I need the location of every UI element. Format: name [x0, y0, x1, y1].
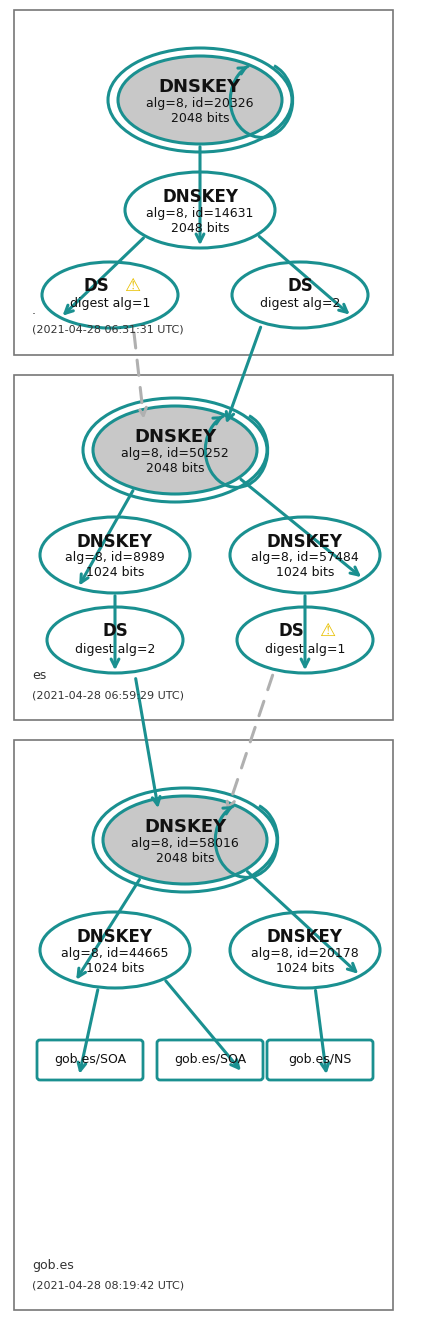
Text: 1024 bits: 1024 bits — [86, 566, 144, 579]
Text: 2048 bits: 2048 bits — [171, 111, 229, 124]
Text: alg=8, id=58016: alg=8, id=58016 — [131, 837, 239, 850]
Text: gob.es/SOA: gob.es/SOA — [54, 1053, 126, 1067]
Text: digest alg=1: digest alg=1 — [70, 297, 150, 310]
Text: 1024 bits: 1024 bits — [86, 961, 144, 974]
Text: DS: DS — [278, 622, 304, 640]
Text: DNSKEY: DNSKEY — [267, 533, 343, 550]
Text: ⚠: ⚠ — [319, 622, 335, 640]
FancyBboxPatch shape — [267, 1040, 373, 1080]
Text: DNSKEY: DNSKEY — [162, 187, 238, 206]
Text: 1024 bits: 1024 bits — [276, 566, 334, 579]
Text: DS: DS — [102, 622, 128, 640]
Text: 2048 bits: 2048 bits — [171, 222, 229, 235]
Ellipse shape — [40, 517, 190, 593]
Ellipse shape — [232, 261, 368, 327]
Text: DNSKEY: DNSKEY — [77, 928, 153, 946]
Ellipse shape — [230, 517, 380, 593]
Text: 2048 bits: 2048 bits — [146, 462, 204, 474]
Text: alg=8, id=20326: alg=8, id=20326 — [146, 96, 254, 110]
Ellipse shape — [230, 912, 380, 987]
Text: DNSKEY: DNSKEY — [144, 818, 226, 836]
Text: (2021-04-28 06:31:31 UTC): (2021-04-28 06:31:31 UTC) — [32, 325, 184, 335]
Ellipse shape — [40, 912, 190, 987]
Ellipse shape — [125, 172, 275, 248]
Ellipse shape — [47, 607, 183, 673]
Text: alg=8, id=8989: alg=8, id=8989 — [65, 552, 165, 565]
Text: gob.es: gob.es — [32, 1259, 74, 1272]
Text: alg=8, id=20178: alg=8, id=20178 — [251, 946, 359, 960]
Text: alg=8, id=14631: alg=8, id=14631 — [147, 206, 254, 219]
Text: alg=8, id=50252: alg=8, id=50252 — [121, 446, 229, 459]
Text: alg=8, id=57484: alg=8, id=57484 — [251, 552, 359, 565]
Text: es: es — [32, 669, 46, 682]
Text: gob.es/SOA: gob.es/SOA — [174, 1053, 246, 1067]
FancyBboxPatch shape — [157, 1040, 263, 1080]
Text: alg=8, id=44665: alg=8, id=44665 — [61, 946, 169, 960]
Text: 2048 bits: 2048 bits — [156, 851, 214, 865]
Text: DS: DS — [83, 277, 109, 294]
Ellipse shape — [103, 796, 267, 884]
Text: digest alg=1: digest alg=1 — [265, 643, 345, 656]
Text: .: . — [32, 304, 36, 317]
Text: DNSKEY: DNSKEY — [267, 928, 343, 946]
Ellipse shape — [237, 607, 373, 673]
Ellipse shape — [118, 55, 282, 144]
Text: DNSKEY: DNSKEY — [134, 428, 216, 446]
Text: 1024 bits: 1024 bits — [276, 961, 334, 974]
Text: gob.es/NS: gob.es/NS — [288, 1053, 352, 1067]
FancyBboxPatch shape — [37, 1040, 143, 1080]
Text: (2021-04-28 06:59:29 UTC): (2021-04-28 06:59:29 UTC) — [32, 690, 184, 700]
Ellipse shape — [93, 407, 257, 494]
Text: DNSKEY: DNSKEY — [159, 78, 241, 96]
Ellipse shape — [42, 261, 178, 327]
Text: digest alg=2: digest alg=2 — [260, 297, 340, 310]
Text: ⚠: ⚠ — [124, 277, 140, 294]
Text: digest alg=2: digest alg=2 — [75, 643, 155, 656]
Text: (2021-04-28 08:19:42 UTC): (2021-04-28 08:19:42 UTC) — [32, 1280, 184, 1290]
Text: DS: DS — [287, 277, 313, 294]
Text: DNSKEY: DNSKEY — [77, 533, 153, 550]
